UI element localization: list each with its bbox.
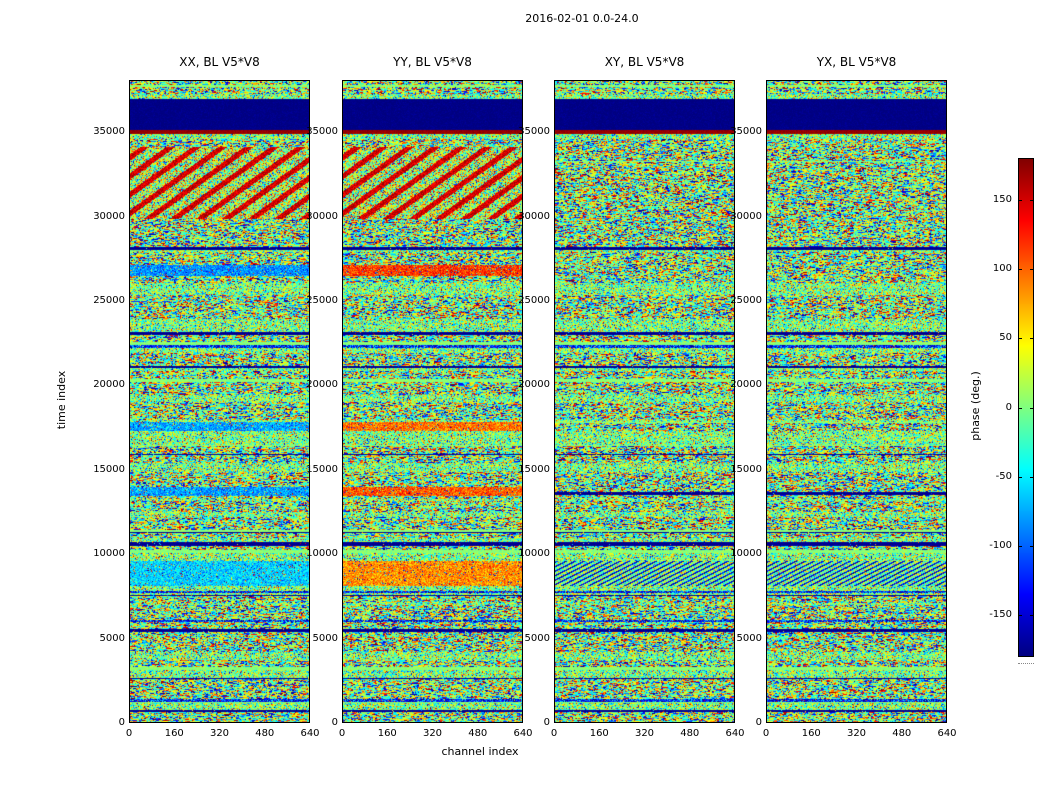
x-tick-label: 640 — [725, 728, 745, 739]
y-tick-label: 15000 — [730, 463, 762, 475]
x-tick-label: 0 — [125, 728, 133, 739]
axis-label-time-index: time index — [55, 370, 68, 430]
x-tick-label: 480 — [468, 728, 488, 739]
x-tick-label: 640 — [513, 728, 533, 739]
y-tick-label: 25000 — [730, 295, 762, 307]
colorbar-tick-mark — [1030, 200, 1034, 201]
y-tick-label: 0 — [331, 717, 338, 728]
y-tick-label: 10000 — [93, 548, 125, 560]
heatmap-canvas-xy — [554, 80, 735, 723]
y-tick-label: 5000 — [524, 632, 550, 644]
y-tick-label: 5000 — [736, 632, 762, 644]
x-tick-label: 160 — [801, 728, 821, 739]
y-tick-label: 10000 — [730, 548, 762, 560]
x-tick-label: 480 — [255, 728, 275, 739]
colorbar-tick-label: 0 — [1005, 401, 1012, 413]
x-tick-label: 320 — [422, 728, 443, 739]
panel-title-yx: YX, BL V5*V8 — [816, 55, 897, 69]
colorbar-tick-mark — [1030, 615, 1034, 616]
y-tick-label: 25000 — [518, 295, 550, 307]
colorbar-tick-mark — [1018, 338, 1022, 339]
y-tick-label: 25000 — [306, 295, 338, 307]
colorbar-tick-mark — [1030, 408, 1034, 409]
colorbar-tick-label: 100 — [992, 262, 1012, 274]
panel-border — [342, 80, 523, 723]
heatmap-canvas-xx — [129, 80, 310, 723]
figure-title: 2016-02-01 0.0-24.0 — [525, 12, 639, 25]
y-tick-label: 25000 — [93, 295, 125, 307]
heatmap-canvas-yy — [342, 80, 523, 723]
colorbar-tick-label: 150 — [992, 193, 1012, 205]
y-tick-label: 35000 — [93, 126, 125, 138]
x-tick-label: 320 — [846, 728, 867, 739]
x-tick-label: 160 — [589, 728, 609, 739]
y-tick-label: 35000 — [730, 126, 762, 138]
y-tick-label: 20000 — [93, 379, 125, 391]
colorbar-tick-mark — [1030, 269, 1034, 270]
panel-border — [554, 80, 735, 723]
x-tick-label: 0 — [338, 728, 346, 739]
x-tick-label: 640 — [937, 728, 957, 739]
y-tick-label: 15000 — [518, 463, 550, 475]
y-tick-label: 15000 — [93, 463, 125, 475]
colorbar-tick-mark — [1018, 269, 1022, 270]
panel-title-xy: XY, BL V5*V8 — [604, 55, 685, 69]
x-tick-label: 480 — [892, 728, 912, 739]
colorbar-tick-label: 50 — [999, 332, 1012, 344]
y-tick-label: 0 — [543, 717, 550, 728]
y-tick-label: 35000 — [306, 126, 338, 138]
x-tick-label: 320 — [209, 728, 230, 739]
y-tick-label: 30000 — [730, 210, 762, 222]
panel-border — [129, 80, 310, 723]
y-tick-label: 30000 — [306, 210, 338, 222]
y-tick-label: 10000 — [306, 548, 338, 560]
colorbar-tick-mark — [1030, 477, 1034, 478]
y-tick-label: 5000 — [99, 632, 125, 644]
colorbar-tick-mark — [1018, 477, 1022, 478]
panel-title-yy: YY, BL V5*V8 — [393, 55, 472, 69]
colorbar-tick-mark — [1018, 546, 1022, 547]
colorbar-tick-label: -100 — [989, 540, 1012, 552]
y-tick-label: 30000 — [93, 210, 125, 222]
x-tick-label: 640 — [300, 728, 320, 739]
axis-label-channel-index: channel index — [441, 745, 519, 758]
colorbar-tick-mark — [1018, 200, 1022, 201]
colorbar-dotted-line — [1018, 663, 1034, 664]
y-tick-label: 20000 — [306, 379, 338, 391]
y-tick-label: 5000 — [312, 632, 338, 644]
colorbar-tick-mark — [1030, 546, 1034, 547]
heatmap-canvas-yx — [766, 80, 947, 723]
colorbar-tick-mark — [1018, 408, 1022, 409]
colorbar-tick-label: -50 — [995, 470, 1012, 482]
panel-border — [766, 80, 947, 723]
y-tick-label: 20000 — [730, 379, 762, 391]
colorbar-tick-mark — [1018, 615, 1022, 616]
x-tick-label: 160 — [377, 728, 397, 739]
y-tick-label: 20000 — [518, 379, 550, 391]
colorbar-gradient — [1018, 158, 1034, 657]
y-tick-label: 0 — [755, 717, 762, 728]
colorbar-border — [1018, 158, 1034, 657]
y-tick-label: 0 — [118, 717, 125, 728]
x-tick-label: 320 — [634, 728, 655, 739]
colorbar-tick-mark — [1030, 338, 1034, 339]
y-tick-label: 15000 — [306, 463, 338, 475]
x-tick-label: 0 — [550, 728, 558, 739]
x-tick-label: 160 — [164, 728, 184, 739]
y-tick-label: 30000 — [518, 210, 550, 222]
x-tick-label: 0 — [762, 728, 770, 739]
x-tick-label: 480 — [680, 728, 700, 739]
colorbar-tick-label: -150 — [989, 609, 1012, 621]
y-tick-label: 35000 — [518, 126, 550, 138]
y-tick-label: 10000 — [518, 548, 550, 560]
panel-title-xx: XX, BL V5*V8 — [179, 55, 260, 69]
